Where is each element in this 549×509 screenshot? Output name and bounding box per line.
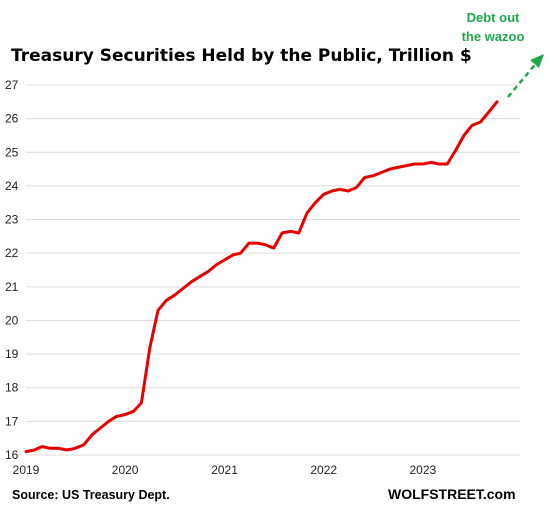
- y-tick-label: 20: [5, 313, 19, 327]
- y-tick-label: 25: [5, 145, 19, 159]
- annotation: Debt out the wazoo: [462, 10, 544, 98]
- y-tick-label: 22: [5, 246, 19, 260]
- y-axis-ticks: 16 17 18 19 20 21 22 23 24 25 26 27: [5, 78, 19, 462]
- source-note: Source: US Treasury Dept.: [12, 488, 170, 502]
- y-tick-label: 17: [5, 414, 19, 428]
- y-tick-label: 19: [5, 347, 19, 361]
- annotation-arrowhead: [530, 54, 544, 68]
- x-axis-ticks: 2019 2020 2021 2022 2023: [13, 463, 437, 477]
- annotation-line-1: Debt out: [467, 10, 520, 25]
- x-tick-label: 2020: [112, 463, 139, 477]
- y-tick-label: 26: [5, 112, 19, 126]
- y-tick-label: 18: [5, 381, 19, 395]
- annotation-arrow: [507, 60, 539, 98]
- annotation-line-2: the wazoo: [462, 29, 525, 44]
- y-tick-label: 16: [5, 448, 19, 462]
- y-tick-label: 27: [5, 78, 19, 92]
- x-tick-label: 2019: [13, 463, 40, 477]
- x-tick-label: 2023: [410, 463, 437, 477]
- brand-label: WOLFSTREET.com: [388, 486, 516, 502]
- y-tick-label: 23: [5, 213, 19, 227]
- y-tick-label: 24: [5, 179, 19, 193]
- x-tick-label: 2022: [310, 463, 337, 477]
- series-line: [24, 100, 499, 454]
- y-tick-label: 21: [5, 280, 19, 294]
- x-tick-label: 2021: [211, 463, 238, 477]
- chart-title: Treasury Securities Held by the Public, …: [11, 46, 472, 66]
